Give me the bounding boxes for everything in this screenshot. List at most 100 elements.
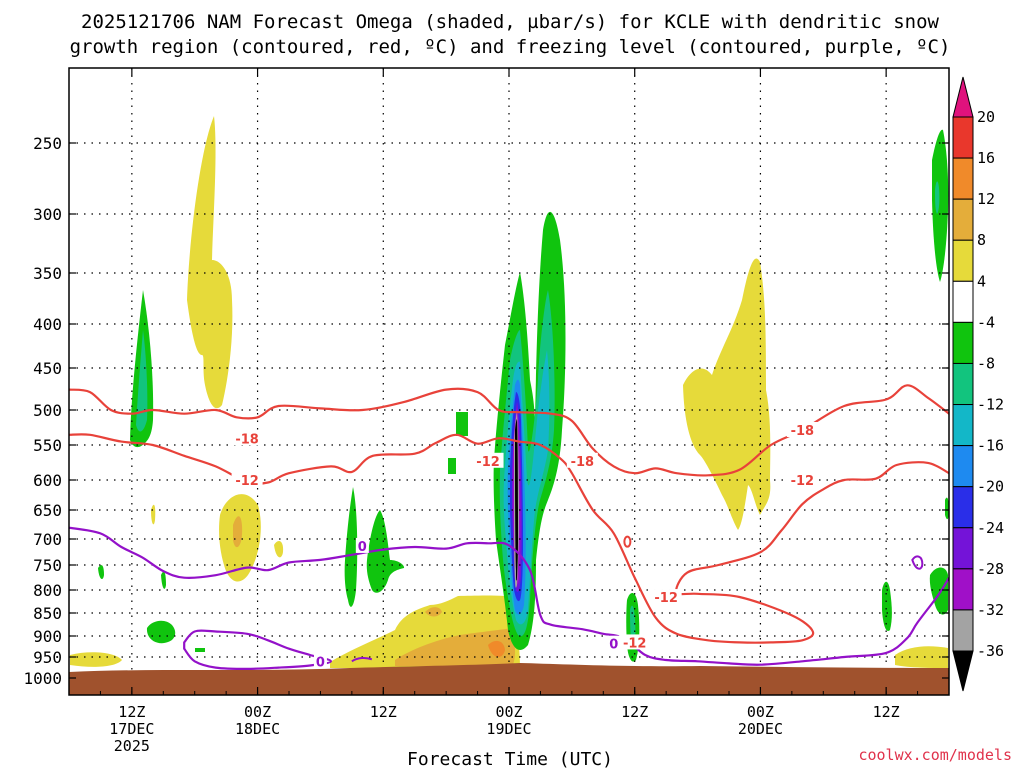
colorbar-label-7: -12 (977, 396, 1004, 414)
contour-label-8: 0 (358, 540, 367, 555)
contour-labels: -18 -12 -12 -18 -12 -12 -18 -12 0 0 0 (231, 422, 818, 670)
colorbar-label-3: 8 (977, 231, 986, 249)
omega-cell-subsidence-20dec (683, 258, 771, 530)
colorbar: 20 16 12 8 4 -4 -8 -12 -16 -20 -24 -28 -32 -36 (952, 76, 1004, 692)
y-axis: 250 300 350 400 450 500 550 600 650 700 750 800 850 9… (23, 134, 949, 688)
contour-label-10: 0 (609, 638, 618, 653)
y-tick-label-600: 600 (33, 471, 62, 490)
omega-cell-small-10 (448, 458, 456, 474)
colorbar-band-4 (952, 280, 974, 323)
contour-label-9: 0 (316, 655, 325, 670)
credit-text: coolwx.com/models (858, 746, 1012, 764)
contour-label-bg-10 (607, 635, 621, 651)
omega-cell-ascent-20dec-right (932, 129, 949, 282)
omega-cell-ascent-core-black (515, 419, 518, 581)
y-tick-label-1000: 1000 (23, 669, 62, 688)
colorbar-label-12: -32 (977, 601, 1004, 619)
omega-cell-small-11 (195, 648, 205, 652)
colorbar-over-arrow (952, 76, 974, 118)
contour-label-0: -18 (235, 432, 259, 447)
contour-label-bg-3 (566, 452, 598, 468)
contour-freezing-loop (911, 555, 924, 570)
y-tick-label-350: 350 (33, 264, 62, 283)
y-tick-label-300: 300 (33, 205, 62, 224)
x-tick-label-6-1: 12Z (118, 703, 145, 721)
omega-cell-ascent-350 (344, 487, 358, 607)
x-tick-label-54-1: 12Z (621, 703, 648, 721)
colorbar-under-arrow (952, 650, 974, 692)
contour-freezing-fragment (351, 656, 373, 663)
colorbar-band-8 (952, 445, 974, 488)
y-tick-label-650: 650 (33, 501, 62, 520)
x-axis-label: Forecast Time (UTC) (407, 749, 613, 768)
y-tick-label-800: 800 (33, 581, 62, 600)
contour-freezing-0-lower (183, 629, 332, 670)
x-tick-label-66-1: 00Z (747, 703, 774, 721)
omega-cell-small-3 (70, 652, 122, 667)
y-tick-label-950: 950 (33, 648, 62, 667)
contour-label-bg-2 (472, 452, 504, 468)
contour-label-bg-4 (650, 589, 682, 605)
contour-label-7: -12 (791, 474, 815, 489)
omega-cell-ascent-17dec-core (136, 330, 148, 432)
y-tick-label-750: 750 (33, 556, 62, 575)
x-tick-label-6-3: 2025 (114, 737, 150, 755)
y-tick-label-450: 450 (33, 359, 62, 378)
x-tick-label-30-1: 12Z (370, 703, 397, 721)
y-tick-label-850: 850 (33, 604, 62, 623)
y-tick-label-400: 400 (33, 315, 62, 334)
colorbar-band-3 (952, 239, 974, 282)
colorbar-band-9 (952, 486, 974, 529)
omega-shading (70, 116, 949, 668)
omega-cell-small-2 (274, 540, 284, 558)
chart-title-line2: growth region (contoured, red, ºC) and f… (70, 36, 951, 58)
x-tick-label-18-2: 18DEC (235, 720, 280, 738)
x-tick-label-78-1: 12Z (873, 703, 900, 721)
colorbar-band-5 (952, 321, 974, 364)
colorbar-label-5: -4 (977, 313, 995, 331)
contour-dgz-12-ring (623, 535, 632, 548)
omega-cell-small-6 (98, 565, 104, 580)
colorbar-band-2 (952, 198, 974, 241)
colorbar-label-6: -8 (977, 354, 995, 372)
omega-cell-small-8 (146, 620, 176, 644)
contour-label-2: -12 (476, 455, 500, 470)
colorbar-label-11: -28 (977, 560, 1004, 578)
x-tick-label-42-1: 00Z (495, 703, 522, 721)
colorbar-band-7 (952, 404, 974, 447)
contour-label-bg-6 (786, 422, 818, 438)
omega-cell-subsidence-19dec-low-mid (395, 628, 515, 666)
omega-cell-small-9 (456, 412, 468, 436)
contour-label-bg-9 (313, 653, 327, 669)
omega-cell-ascent-20dec-low2 (929, 567, 948, 615)
colorbar-band-6 (952, 362, 974, 406)
colorbar-band-10 (952, 527, 974, 570)
colorbar-label-0: 20 (977, 108, 995, 126)
contour-freezing-0 (69, 526, 949, 666)
omega-cell-subsidence-19dec-low-core (488, 640, 505, 657)
y-tick-label-250: 250 (33, 134, 62, 153)
colorbar-label-8: -16 (977, 437, 1004, 455)
contour-label-bg-0 (231, 430, 263, 446)
colorbar-band-12 (952, 609, 974, 652)
omega-cell-small-4 (425, 607, 442, 617)
omega-cell-ascent-20dec-low (882, 581, 892, 631)
y-tick-label-500: 500 (33, 401, 62, 420)
colorbar-label-4: 4 (977, 272, 986, 290)
omega-cell-small-7 (161, 571, 166, 589)
omega-cell-subsidence-18dec (187, 116, 233, 409)
x-tick-label-42-2: 19DEC (486, 720, 531, 738)
x-tick-label-66-2: 20DEC (738, 720, 783, 738)
contour-label-1: -12 (235, 474, 259, 489)
y-tick-label-700: 700 (33, 530, 62, 549)
contour-label-6: -18 (791, 424, 815, 439)
y-tick-label-900: 900 (33, 627, 62, 646)
omega-cell-ascent-20dec-right-core (935, 181, 940, 214)
colorbar-label-1: 16 (977, 149, 995, 167)
x-tick-label-6-2: 17DEC (109, 720, 154, 738)
contour-label-bg-7 (786, 472, 818, 487)
omega-cell-small-1 (151, 504, 156, 525)
contour-label-4: -12 (654, 591, 678, 606)
